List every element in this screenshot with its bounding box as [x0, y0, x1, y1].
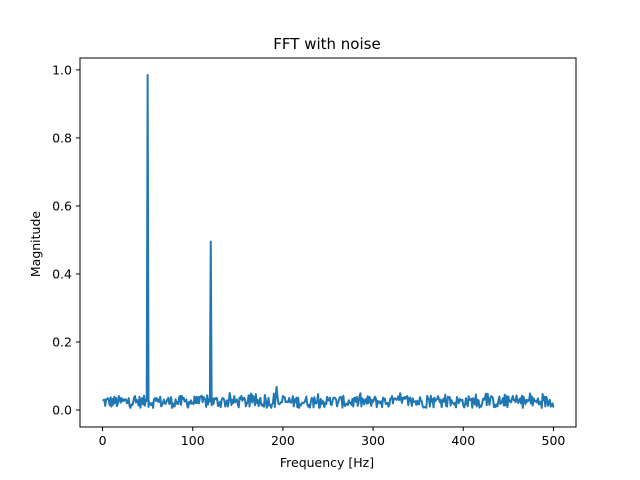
x-tick-label: 0	[99, 433, 107, 448]
plot-area	[79, 57, 577, 428]
y-tick-label: 0.6	[52, 198, 72, 213]
x-tick-label: 100	[181, 433, 205, 448]
y-tick-label: 0.2	[52, 334, 72, 349]
plot-frame	[79, 57, 577, 428]
y-tick-label: 0.8	[52, 130, 72, 145]
x-tick-label: 500	[542, 433, 566, 448]
y-axis: 0.0 0.2 0.4 0.6 0.8 1.0	[52, 62, 80, 417]
y-axis-label: Magnitude	[28, 211, 43, 278]
x-tick-label: 400	[451, 433, 475, 448]
y-tick-label: 0.0	[52, 402, 72, 417]
y-tick-label: 1.0	[52, 62, 72, 77]
y-tick-label: 0.4	[52, 266, 72, 281]
x-axis: 0 100 200 300 400 500	[99, 427, 566, 448]
x-tick-label: 200	[271, 433, 295, 448]
x-axis-label: Frequency [Hz]	[280, 455, 374, 470]
fft-series-line	[102, 74, 555, 409]
x-tick-label: 300	[361, 433, 385, 448]
chart-title: FFT with noise	[273, 35, 380, 53]
